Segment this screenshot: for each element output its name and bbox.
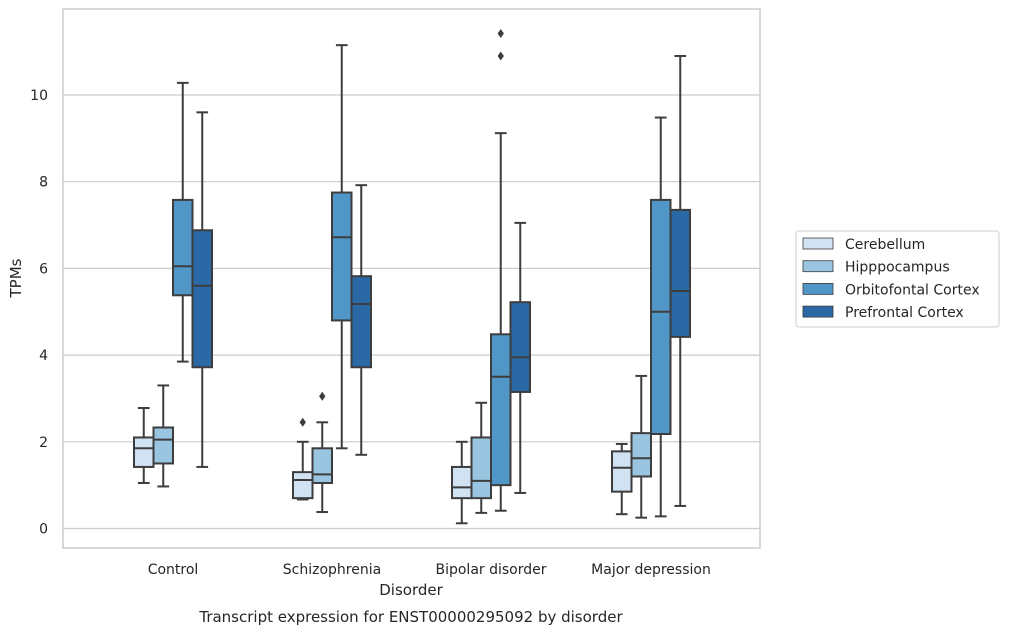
box-iqr [152, 426, 174, 465]
box-iqr [611, 450, 633, 493]
box-0-2 [451, 440, 473, 525]
series-1 [152, 374, 652, 519]
box-3-2 [509, 221, 531, 494]
legend-swatch-1 [802, 260, 834, 273]
box-iqr [350, 275, 372, 369]
legend-swatch-2 [802, 282, 834, 295]
box-iqr [470, 436, 492, 500]
box-1-0 [152, 384, 174, 488]
legend-label-3: Prefrontal Cortex [845, 305, 964, 321]
box-plot-area [133, 28, 691, 525]
box-1-2 [470, 401, 492, 514]
outlier-point [299, 417, 306, 427]
box-iqr [490, 333, 512, 487]
y-tick-label-6: 6 [39, 261, 48, 277]
x-tick-label-1: Schizophrenia [283, 562, 381, 578]
box-0-1 [292, 417, 314, 501]
box-iqr [172, 198, 194, 297]
box-iqr [311, 447, 333, 484]
box-3-1 [350, 184, 372, 456]
box-iqr [133, 436, 155, 468]
y-tick-label-4: 4 [39, 348, 48, 364]
legend-label-0: Cerebellum [845, 237, 925, 253]
box-3-3 [669, 54, 691, 507]
box-1-3 [630, 374, 652, 519]
legend-label-1: Hipppocampus [845, 260, 950, 276]
outlier-point [497, 51, 504, 61]
box-2-1 [331, 44, 353, 450]
x-tick-label-3: Major depression [591, 562, 711, 578]
legend-swatch-3 [802, 305, 834, 318]
x-tick-label-0: Control [148, 562, 199, 578]
box-iqr [451, 465, 473, 500]
figure-caption: Transcript expression for ENST0000029509… [198, 608, 623, 626]
box-iqr [292, 471, 314, 500]
plot-frame [62, 8, 761, 549]
x-axis-label: Disorder [379, 581, 443, 599]
box-1-1 [311, 391, 333, 514]
y-tick-label-0: 0 [39, 522, 48, 538]
y-tick-label-8: 8 [39, 175, 48, 191]
legend-label-2: Orbitofontal Cortex [845, 282, 980, 298]
outlier-point [497, 28, 504, 38]
legend-swatch-0 [802, 237, 834, 250]
series-0 [133, 406, 633, 525]
y-axis-label: TPMs [7, 258, 25, 298]
box-2-0 [172, 81, 194, 363]
legend: Cerebellum Hipppocampus Orbitofontal Corte… [795, 230, 1000, 328]
box-2-2 [490, 28, 512, 512]
box-0-3 [611, 442, 633, 516]
y-axis-ticks: 0 2 4 6 8 10 [30, 88, 48, 538]
box-3-0 [191, 111, 213, 468]
box-0-0 [133, 406, 155, 484]
legend-frame [795, 230, 1000, 328]
x-axis-ticks: Control Schizophrenia Bipolar disorder Majo… [148, 562, 711, 578]
box-iqr [669, 208, 691, 338]
box-iqr [331, 191, 353, 322]
y-tick-label-10: 10 [30, 88, 48, 104]
x-tick-label-2: Bipolar disorder [435, 562, 546, 578]
box-iqr [191, 229, 213, 369]
box-iqr [650, 198, 672, 435]
outlier-point [319, 391, 326, 401]
box-iqr [630, 432, 652, 478]
box-2-3 [650, 116, 672, 518]
box-iqr [509, 301, 531, 393]
series-2 [172, 28, 672, 518]
y-tick-label-2: 2 [39, 435, 48, 451]
series-3 [191, 54, 691, 507]
